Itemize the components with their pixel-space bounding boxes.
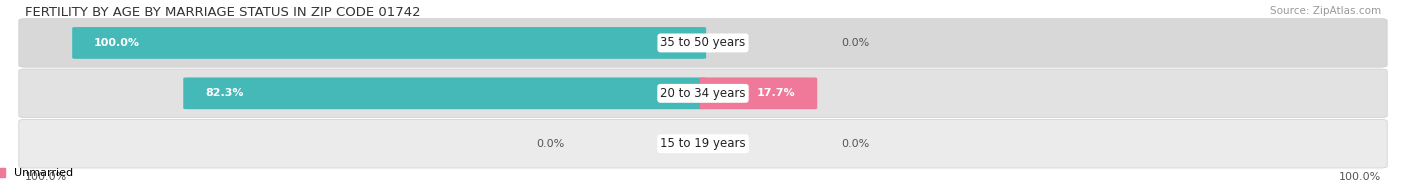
- Text: 17.7%: 17.7%: [756, 88, 796, 98]
- Text: 82.3%: 82.3%: [205, 88, 243, 98]
- Text: 100.0%: 100.0%: [94, 38, 141, 48]
- FancyBboxPatch shape: [72, 27, 706, 59]
- Text: 0.0%: 0.0%: [841, 139, 869, 149]
- Text: Source: ZipAtlas.com: Source: ZipAtlas.com: [1270, 6, 1381, 16]
- FancyBboxPatch shape: [700, 77, 817, 109]
- Text: 0.0%: 0.0%: [841, 38, 869, 48]
- Text: 100.0%: 100.0%: [1339, 172, 1381, 182]
- FancyBboxPatch shape: [18, 69, 1388, 118]
- FancyBboxPatch shape: [18, 19, 1388, 67]
- Text: 100.0%: 100.0%: [25, 172, 67, 182]
- Text: 15 to 19 years: 15 to 19 years: [661, 137, 745, 150]
- Text: 35 to 50 years: 35 to 50 years: [661, 36, 745, 49]
- FancyBboxPatch shape: [183, 77, 706, 109]
- Text: 0.0%: 0.0%: [537, 139, 565, 149]
- FancyBboxPatch shape: [18, 120, 1388, 168]
- Legend: Married, Unmarried: Married, Unmarried: [0, 164, 77, 183]
- Text: FERTILITY BY AGE BY MARRIAGE STATUS IN ZIP CODE 01742: FERTILITY BY AGE BY MARRIAGE STATUS IN Z…: [25, 6, 420, 19]
- Text: 20 to 34 years: 20 to 34 years: [661, 87, 745, 100]
